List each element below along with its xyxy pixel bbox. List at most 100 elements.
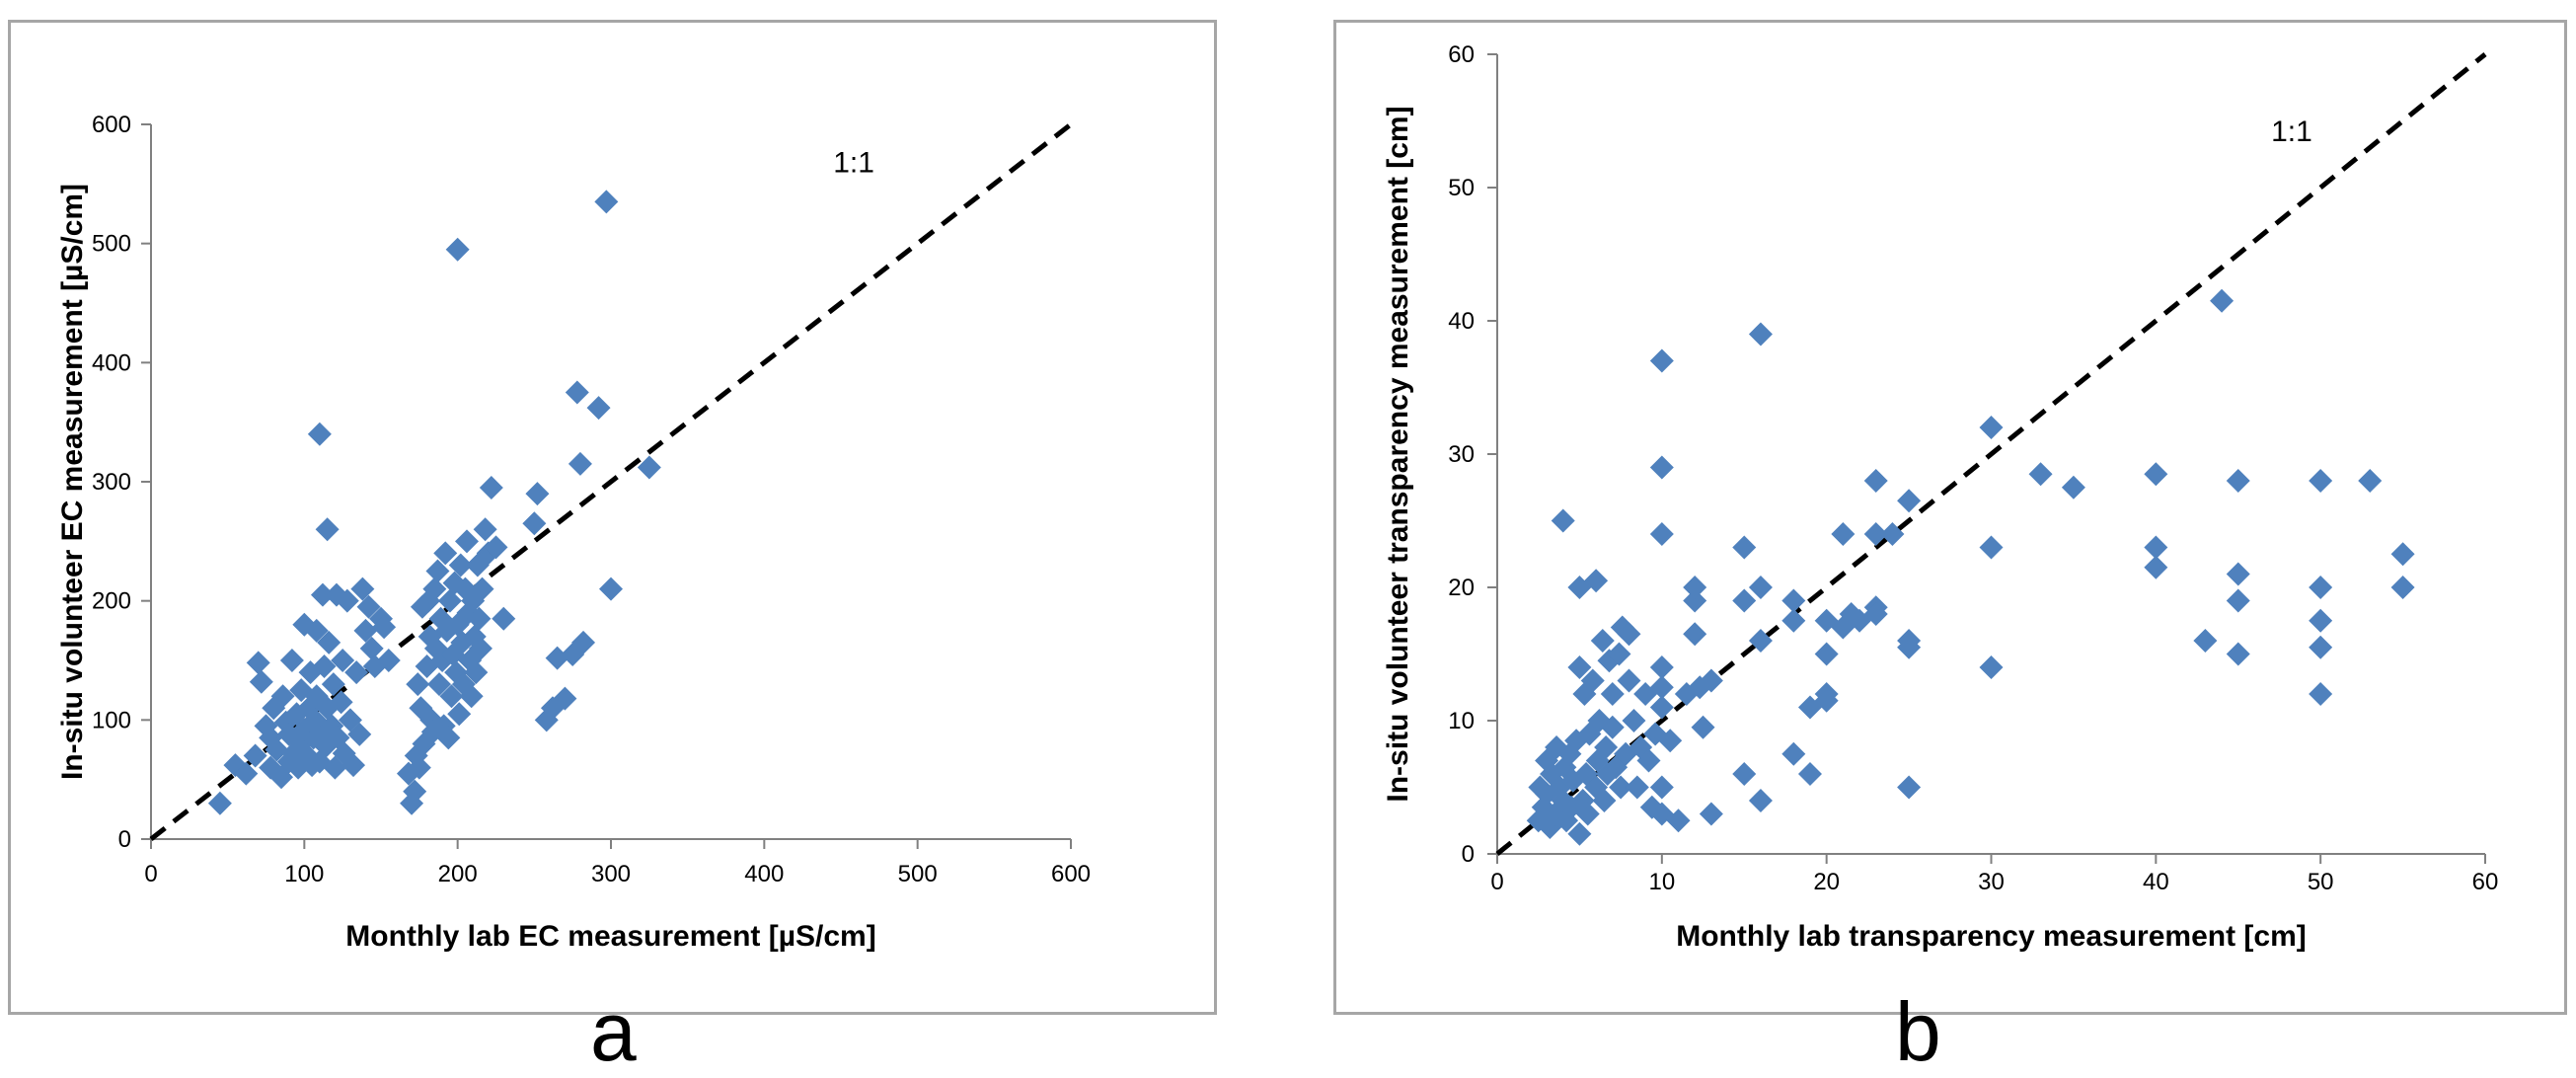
data-point: [448, 553, 473, 578]
data-point: [265, 737, 289, 762]
x-tick-label: 100: [284, 861, 324, 887]
data-point: [315, 517, 340, 542]
data-point: [594, 190, 619, 214]
y-tick-label: 30: [1448, 441, 1475, 468]
data-point: [1545, 735, 1569, 759]
data-point: [1748, 576, 1773, 599]
data-point: [1594, 735, 1619, 759]
data-point: [1649, 455, 1674, 480]
data-point: [445, 237, 470, 262]
data-point: [279, 649, 304, 672]
data-point: [1629, 735, 1653, 759]
data-point: [1897, 635, 1922, 659]
data-point: [1535, 782, 1559, 807]
y-tick-label: 10: [1448, 708, 1475, 734]
data-point: [1897, 489, 1922, 513]
chart-panel-a: 0 100 200 300 400 500 600 0 100 200 300 400 500 600 1:…: [8, 20, 1217, 1015]
data-point: [2226, 588, 2250, 613]
y-tick-label: 50: [1448, 175, 1475, 201]
data-point: [344, 660, 369, 685]
data-point: [1699, 668, 1723, 693]
data-point: [427, 672, 452, 697]
data-point: [1880, 522, 1905, 546]
data-point: [479, 476, 503, 500]
data-point: [1863, 522, 1888, 546]
data-point: [1748, 789, 1773, 812]
data-point: [1554, 808, 1579, 833]
data-point: [1607, 642, 1631, 666]
data-point: [565, 380, 589, 405]
data-point: [586, 396, 611, 421]
data-point: [439, 684, 464, 709]
data-point: [1781, 588, 1806, 613]
data-point: [2390, 542, 2415, 567]
data-point: [1551, 508, 1575, 533]
data-point: [2144, 535, 2168, 560]
data-point: [1897, 775, 1922, 800]
data-point: [1797, 762, 1822, 786]
reference-line-1-1: [149, 122, 1073, 841]
y-tick-label: 400: [92, 349, 131, 376]
data-point: [1584, 569, 1609, 593]
data-point: [2358, 469, 2383, 493]
data-point: [310, 582, 335, 607]
x-tick-label: 0: [144, 861, 157, 887]
data-point: [249, 669, 273, 694]
data-point: [1649, 348, 1674, 373]
data-point: [1814, 642, 1839, 666]
data-point: [1575, 802, 1600, 826]
data-point: [1590, 629, 1615, 653]
data-point: [1538, 815, 1562, 839]
data-point: [353, 618, 378, 643]
data-point: [1683, 576, 1707, 599]
data-point: [2309, 682, 2333, 706]
data-point: [246, 651, 270, 675]
x-tick-label: 600: [1051, 861, 1091, 887]
data-point: [359, 636, 384, 660]
x-tick-label: 60: [2472, 869, 2499, 895]
data-point: [2144, 555, 2168, 579]
data-point: [1732, 535, 1757, 560]
data-point: [376, 649, 401, 672]
data-point: [1633, 682, 1658, 706]
data-point: [407, 755, 431, 780]
data-point: [335, 588, 359, 613]
data-point: [1797, 695, 1822, 720]
data-point: [2144, 462, 2168, 487]
data-point: [1666, 808, 1691, 833]
data-point: [2226, 469, 2250, 493]
y-tick-label: 500: [92, 231, 131, 258]
data-point: [464, 660, 489, 685]
y-tick-label: 20: [1448, 575, 1475, 601]
data-point: [436, 726, 461, 750]
data-point: [571, 630, 596, 654]
data-point: [1732, 588, 1757, 613]
data-point: [1863, 602, 1888, 626]
y-tick-label: 300: [92, 469, 131, 496]
data-point: [447, 702, 472, 727]
data-point: [1649, 695, 1674, 720]
data-point: [459, 684, 484, 709]
data-point: [1649, 655, 1674, 679]
chart-a-svg: 0 100 200 300 400 500 600 0 100 200 300 400 500 600 1:…: [56, 112, 1091, 953]
x-axis-title: Monthly lab transparency measurement [cm…: [1676, 920, 2307, 953]
data-point: [1567, 821, 1592, 846]
y-tick-label: 0: [1462, 841, 1475, 868]
x-tick-label: 400: [744, 861, 784, 887]
data-point: [372, 615, 397, 640]
data-point: [1617, 668, 1641, 693]
data-point: [467, 606, 492, 631]
data-point: [1600, 682, 1625, 706]
data-point: [1528, 775, 1553, 800]
x-tick-label: 10: [1648, 869, 1675, 895]
annotation-1-1: 1:1: [833, 146, 874, 179]
data-point: [350, 577, 375, 601]
data-point: [1649, 675, 1674, 700]
data-point: [599, 577, 623, 601]
data-point: [454, 529, 479, 554]
x-tick-label: 500: [898, 861, 938, 887]
data-point: [403, 779, 427, 804]
data-point: [356, 594, 381, 619]
y-tick-label: 40: [1448, 308, 1475, 335]
data-point: [1548, 775, 1572, 800]
